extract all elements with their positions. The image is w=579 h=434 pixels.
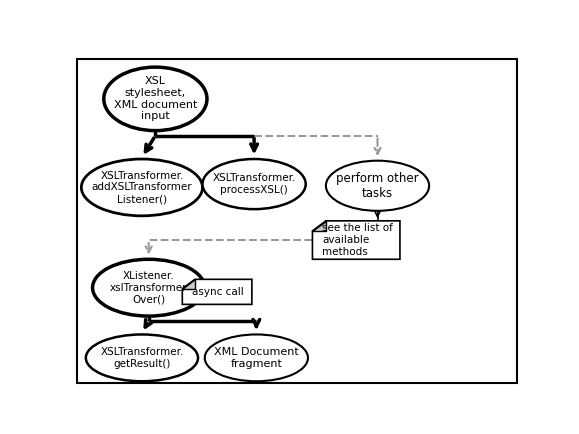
Ellipse shape (326, 161, 429, 211)
Text: XSL
stylesheet,
XML document
input: XSL stylesheet, XML document input (113, 76, 197, 121)
Text: see the list of
available
methods: see the list of available methods (322, 224, 393, 256)
Text: XListener.
xslTransformer
Over(): XListener. xslTransformer Over() (110, 271, 188, 304)
Ellipse shape (86, 335, 198, 381)
Ellipse shape (203, 159, 306, 209)
Ellipse shape (104, 67, 207, 131)
Text: XML Document
fragment: XML Document fragment (214, 347, 299, 368)
Polygon shape (182, 279, 195, 289)
Polygon shape (182, 279, 252, 304)
Ellipse shape (81, 159, 203, 216)
Polygon shape (313, 221, 326, 231)
Text: XSLTransformer.
getResult(): XSLTransformer. getResult() (100, 347, 184, 368)
Ellipse shape (93, 259, 205, 316)
Ellipse shape (205, 335, 308, 381)
Text: async call: async call (192, 287, 244, 297)
Text: perform other
tasks: perform other tasks (336, 172, 419, 200)
Polygon shape (313, 221, 400, 259)
Text: XSLTransformer.
addXSLTransformer
Listener(): XSLTransformer. addXSLTransformer Listen… (91, 171, 192, 204)
Text: XSLTransformer.
processXSL(): XSLTransformer. processXSL() (212, 173, 296, 195)
